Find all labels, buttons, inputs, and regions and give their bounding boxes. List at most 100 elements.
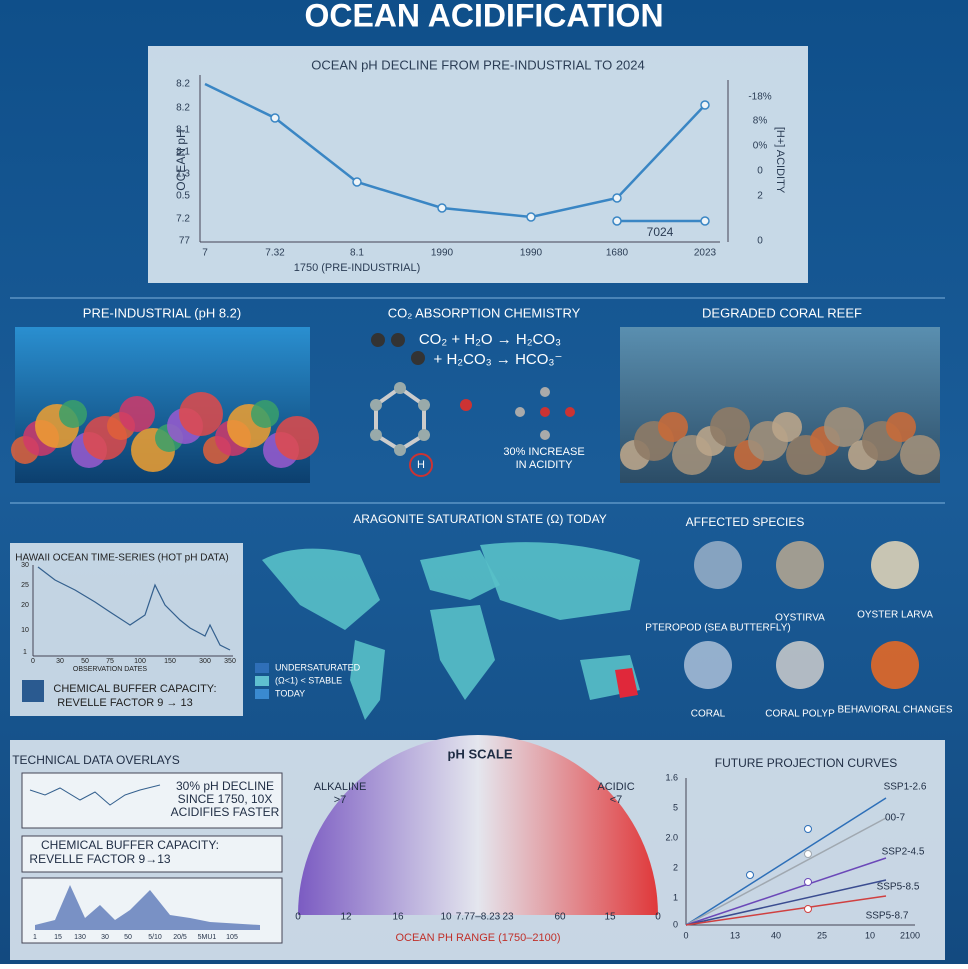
bleached-coral (658, 412, 688, 442)
atom-label: H (417, 459, 425, 471)
acidity-point (612, 216, 622, 226)
buffer-value: REVELLE FACTOR 9 → 13 (57, 697, 193, 709)
projection-label: SSP2-4.5 (882, 847, 925, 858)
overlay-note: ACIDIFIES FASTER (171, 805, 280, 819)
projection-line (685, 797, 887, 926)
species-icon (776, 641, 824, 689)
x-tick-label: 130 (74, 934, 86, 941)
y-tick-label: 1.3 (176, 169, 190, 180)
section-title: pH SCALE (448, 746, 513, 761)
x-tick-label: 25 (817, 930, 827, 940)
atom (370, 399, 382, 411)
species-label: OYSTIRVA (775, 613, 825, 624)
y2-tick-label: 0 (757, 236, 763, 247)
section-title: PRE-INDUSTRIAL (pH 8.2) (83, 305, 241, 320)
y2-tick-label: 8% (753, 116, 768, 127)
ph-arc (298, 735, 658, 915)
atom (411, 351, 425, 365)
x-tick-label: 40 (771, 930, 781, 940)
x-tick-label: 50 (81, 658, 89, 665)
bleached-coral (886, 412, 916, 442)
scale-label: ALKALINE (314, 781, 367, 793)
y-tick-label: 0 (673, 919, 678, 929)
x-tick-label: 7 (202, 248, 208, 259)
degraded-reef-image (620, 327, 940, 483)
legend-swatch (255, 689, 269, 699)
species-label: PTEROPOD (SEA BUTTERFLY) (645, 623, 790, 634)
bleached-coral (900, 435, 940, 475)
atom-ring (409, 453, 433, 477)
y-axis-label: OCEAN pH (174, 129, 188, 190)
section-title: CO₂ ABSORPTION CHEMISTRY (388, 305, 581, 320)
section-title: AFFECTED SPECIES (686, 515, 805, 529)
y-tick-label: 25 (21, 582, 29, 589)
y-tick-label: 7.2 (176, 214, 190, 225)
scale-tick: 10 (440, 912, 452, 923)
x-tick-label: 1 (33, 934, 37, 941)
y-tick-label: 77 (179, 236, 191, 247)
y2-tick-label: 0 (757, 166, 763, 177)
bleached-coral (710, 407, 750, 447)
x-tick-label: 350 (224, 658, 236, 665)
ph-point (270, 113, 280, 123)
x-tick-label: 75 (106, 658, 114, 665)
x-tick-label: 0 (31, 658, 35, 665)
x-tick-label: 300 (199, 658, 211, 665)
y-tick-label: 2.0 (665, 832, 678, 842)
species-label: CORAL POLYP (765, 709, 835, 720)
x-tick-label: 50 (124, 934, 132, 941)
scale-label: ACIDIC (597, 781, 634, 793)
projection-line (685, 895, 887, 926)
overlay-box (21, 772, 283, 829)
species-icon (694, 541, 742, 589)
projection-point (804, 825, 812, 833)
projection-point (746, 871, 754, 879)
x-tick-label: 1990 (520, 248, 543, 259)
coral (119, 396, 155, 432)
continent (262, 548, 380, 630)
continent (480, 542, 640, 620)
section-title: TECHNICAL DATA OVERLAYS (12, 753, 180, 767)
scale-label: <7 (610, 794, 623, 806)
x-tick-label: 105 (226, 934, 238, 941)
section-title: ARAGONITE SATURATION STATE (Ω) TODAY (353, 512, 606, 526)
projection-line (685, 857, 887, 926)
x-tick-label: 30 (56, 658, 64, 665)
spark-area (35, 885, 260, 930)
y-tick-label: 20 (21, 602, 29, 609)
y-tick-label: 2 (673, 862, 678, 872)
species-icon (776, 541, 824, 589)
atom (540, 387, 550, 397)
decor (11, 75, 940, 930)
atom (460, 399, 472, 411)
bleached-coral (824, 407, 864, 447)
species-label: OYSTER LARVA (857, 610, 933, 621)
scale-tick: 0 (655, 912, 661, 923)
y2-axis-label: [H+] ACIDITY (774, 127, 786, 194)
acidity-point (700, 216, 710, 226)
legend-swatch (255, 676, 269, 686)
y2-tick-label: -18% (748, 92, 771, 103)
y-tick-label: 8.2 (176, 103, 190, 114)
coral (179, 392, 223, 436)
continent (350, 640, 385, 720)
buffer-value: REVELLE FACTOR 9→13 (29, 852, 170, 866)
projection-line (685, 817, 887, 926)
x-tick-label: 30 (101, 934, 109, 941)
scale-tick: 16 (392, 912, 404, 923)
ph-point (352, 177, 362, 187)
projection-point (804, 905, 812, 913)
equation: + H₂CO₃ → HCO₃⁻ (434, 351, 563, 368)
legend-label: (Ω<1) < STABLE (275, 675, 342, 685)
buffer-title: CHEMICAL BUFFER CAPACITY: (41, 838, 219, 852)
buffer-title: CHEMICAL BUFFER CAPACITY: (53, 683, 216, 695)
coral (59, 400, 87, 428)
equation: CO₂ + H₂O → H₂CO₃ (419, 331, 561, 348)
atom (394, 444, 406, 456)
x-tick-label: 5MU1 (198, 934, 217, 941)
y-tick-label: 8.1 (176, 147, 190, 158)
note: IN ACIDITY (516, 459, 574, 471)
y-tick-label: 30 (21, 562, 29, 569)
atom (394, 382, 406, 394)
continent (430, 605, 495, 700)
